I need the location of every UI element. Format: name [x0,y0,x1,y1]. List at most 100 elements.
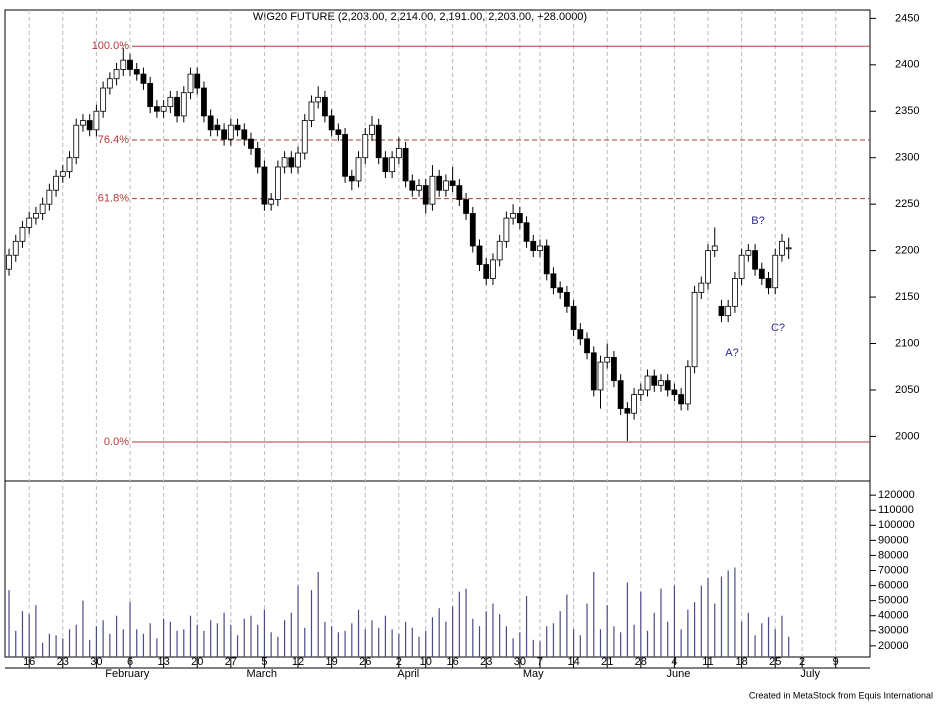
candle-body [530,240,537,252]
candle-body [584,338,590,354]
annotation: A? [725,347,738,359]
price-panel [4,9,871,482]
candle-body [355,157,362,182]
x-tick-label: 5 [261,656,267,668]
candle-body [691,292,698,368]
candle-body [590,352,597,391]
candle-body [26,217,33,228]
candle-body [698,282,705,293]
x-tick-label: 26 [359,656,371,668]
candle-body [469,213,476,247]
candle-body [604,357,611,363]
candle-body [510,213,517,219]
candle-body [456,185,463,200]
month-label: June [667,668,691,680]
y2-tick-label: 30000 [878,625,909,637]
candle-body [664,380,671,391]
candle-body [732,278,738,307]
candle-body [12,240,19,256]
candle-body [429,175,436,205]
candle-body [577,329,584,340]
y-tick-label: 2150 [895,291,919,303]
candle-body [483,264,490,279]
candle-body [651,375,658,386]
candle-body [39,203,46,214]
y2-tick-label: 60000 [878,579,909,591]
candle-body [308,101,315,121]
candle-body [201,87,207,117]
y2-tick-label: 70000 [878,564,909,576]
y2-tick-label: 110000 [878,504,914,516]
x-tick-label: 27 [225,656,237,668]
candle-body [543,245,550,275]
footer: Created in MetaStock from Equis Internat… [749,690,933,700]
candle-body [738,254,745,279]
candle-body [658,380,664,386]
candle-body [19,226,26,242]
candle-body [705,250,711,284]
candle-body [537,245,543,252]
candle-body [227,124,234,140]
candle-body [375,124,382,159]
y-tick-label: 2300 [895,152,919,164]
candle-body [214,124,221,131]
candle-body [563,292,570,307]
x-tick-label: 6 [127,656,133,668]
candle-body [80,120,86,126]
candle-body [443,180,449,191]
candle-body [409,180,416,191]
candle-body [274,166,281,200]
month-label: May [523,668,544,680]
fib-label: 0.0% [104,436,129,448]
candle-body [93,110,100,131]
candle-body [301,120,308,154]
candle-body [476,245,483,265]
y-tick-label: 2100 [895,337,919,349]
candle-body [416,185,422,191]
chart-title: WIG20 FUTURE (2,203.00, 2,214.00, 2,191.… [253,11,587,23]
candle-body [281,157,288,168]
candle-body [241,129,248,140]
x-tick-label: 20 [191,656,203,668]
candle-body [133,69,140,75]
candle-body [785,247,792,250]
candle-body [503,217,510,242]
candle-body [523,222,530,242]
y-tick-label: 2200 [895,245,919,257]
candle-body [684,366,691,405]
candle-body [180,92,187,117]
candle-body [570,305,577,330]
candle-body [758,268,765,279]
x-tick-label: 16 [446,656,458,668]
x-tick-label: 21 [601,656,613,668]
y-tick-label: 2450 [895,12,919,24]
candle-body [174,96,180,117]
candle-body [46,189,53,205]
x-tick-label: 10 [420,656,432,668]
candle-body [33,213,39,219]
candle-body [295,152,301,168]
candle-body [631,394,637,414]
candle-body [268,199,275,205]
candle-body [248,138,254,149]
candle-body [644,375,651,391]
candle-body [66,157,73,173]
fib-label: 100.0% [92,40,130,52]
x-tick-label: 14 [567,656,579,668]
candle-body [315,96,322,103]
candle-body [335,129,342,135]
candle-body [725,305,732,317]
candle-body [718,305,725,317]
x-tick-label: 30 [514,656,526,668]
candle-body [772,254,779,289]
candle-body [288,157,295,168]
annotation: C? [771,322,785,334]
x-tick-label: 13 [157,656,169,668]
candle-body [53,175,59,191]
y-tick-label: 2050 [895,384,919,396]
candle-body [436,175,443,191]
candle-body [221,129,228,140]
x-tick-label: 28 [635,656,647,668]
candle-body [617,380,624,409]
